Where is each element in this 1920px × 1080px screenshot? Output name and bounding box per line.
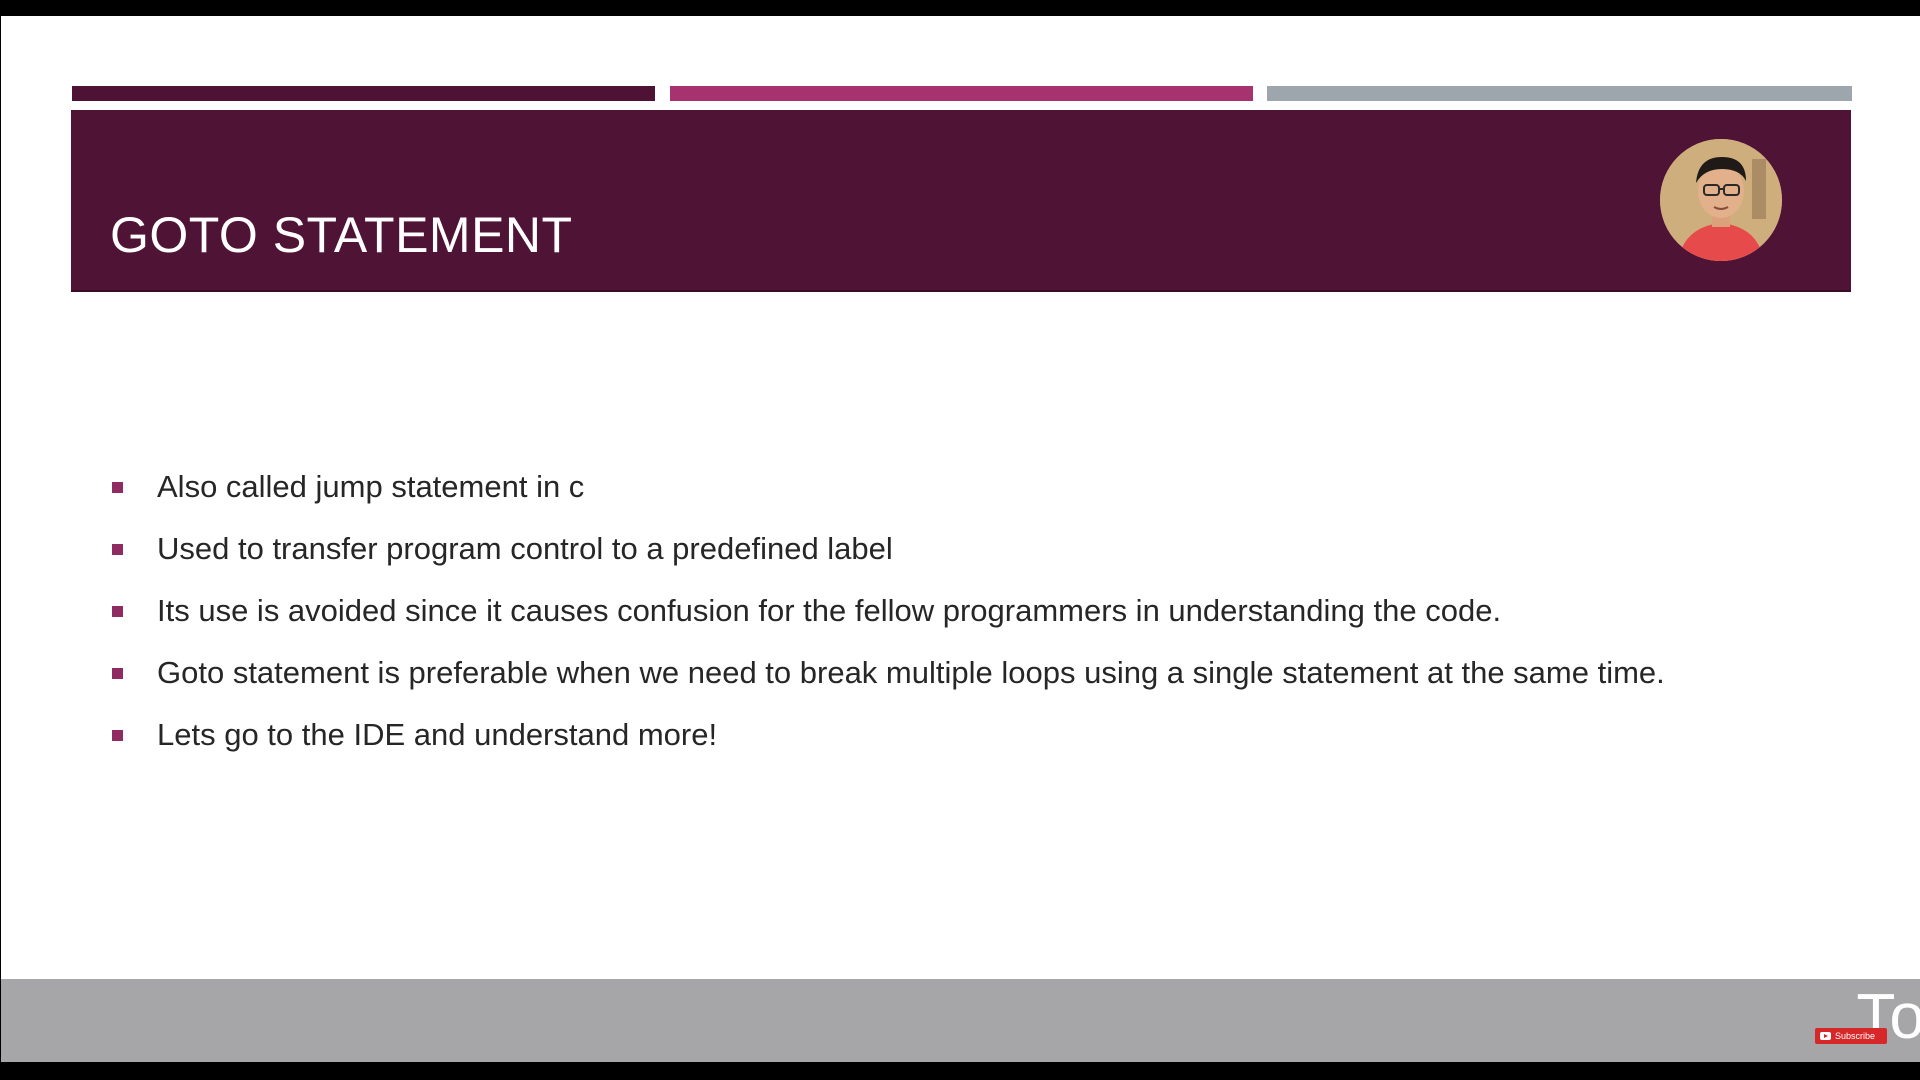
presenter-avatar: [1660, 139, 1782, 261]
square-bullet-icon: [112, 544, 123, 555]
bullet-item: Lets go to the IDE and understand more!: [111, 704, 1665, 766]
bullet-item: Used to transfer program control to a pr…: [111, 518, 1665, 580]
bullet-text: Used to transfer program control to a pr…: [157, 531, 893, 566]
subscribe-button[interactable]: Subscribe: [1815, 1028, 1887, 1044]
bullet-text: Its use is avoided since it causes confu…: [157, 593, 1502, 628]
square-bullet-icon: [112, 606, 123, 617]
subscribe-label: Subscribe: [1835, 1031, 1876, 1041]
decor-bar-dark: [72, 86, 655, 101]
decor-bar-gray: [1267, 86, 1852, 101]
presentation-slide: GOTO STATEMENT Also cal: [1, 16, 1920, 979]
decor-bar-pink: [670, 86, 1253, 101]
footer-band: [1, 979, 1920, 1062]
bullet-text: Lets go to the IDE and understand more!: [157, 717, 718, 752]
slide-title: GOTO STATEMENT: [110, 207, 573, 263]
bullet-text: Also called jump statement in c: [157, 469, 585, 504]
square-bullet-icon: [112, 668, 123, 679]
bullet-item: Goto statement is preferable when we nee…: [111, 642, 1665, 704]
bullet-text: Goto statement is preferable when we nee…: [157, 655, 1665, 690]
bullet-item: Also called jump statement in c: [111, 456, 1665, 518]
square-bullet-icon: [112, 482, 123, 493]
bullet-item: Its use is avoided since it causes confu…: [111, 580, 1665, 642]
bullet-list: Also called jump statement in c Used to …: [111, 456, 1665, 766]
title-band: GOTO STATEMENT: [71, 110, 1851, 292]
youtube-play-icon: [1820, 1032, 1831, 1040]
square-bullet-icon: [112, 730, 123, 741]
presenter-avatar-illustration: [1660, 139, 1782, 261]
